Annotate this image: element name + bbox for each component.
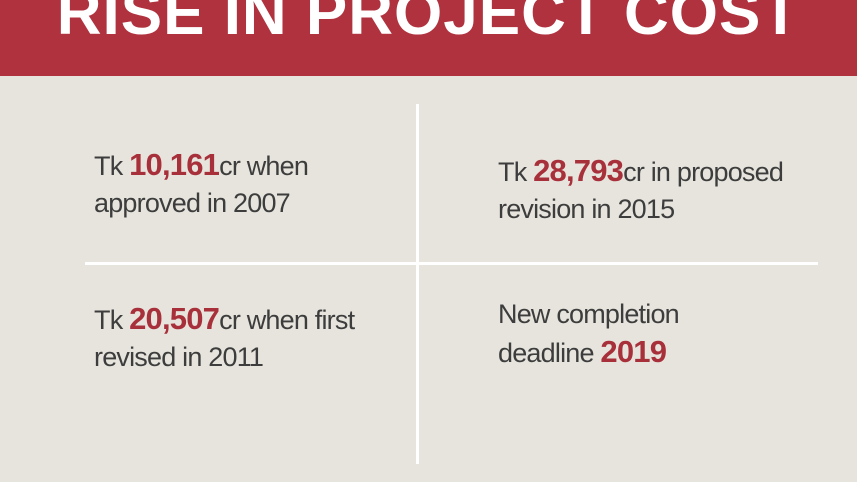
text: Tk xyxy=(94,151,130,181)
cell: Tk 28,793cr in proposed revision in 2015 xyxy=(498,152,784,228)
text: revision in 2015 xyxy=(498,194,675,224)
divider xyxy=(85,262,818,265)
text: revised in 2011 xyxy=(94,342,264,372)
highlight: 20,507 xyxy=(129,301,220,336)
text: approved in 2007 xyxy=(94,188,291,218)
highlight: 10,161 xyxy=(129,147,220,182)
highlight: 2019 xyxy=(600,334,667,369)
text: cr when first xyxy=(219,305,355,335)
text-line: revised in 2011 xyxy=(94,339,354,376)
header: RISE IN PROJECT COST xyxy=(0,0,857,76)
text-line: Tk 28,793cr in proposed xyxy=(498,152,784,191)
text: deadline xyxy=(498,338,601,368)
title: RISE IN PROJECT COST xyxy=(56,0,801,48)
text-line: New completion xyxy=(498,296,680,333)
text-line: approved in 2007 xyxy=(94,185,308,222)
divider xyxy=(416,104,419,464)
highlight: 28,793 xyxy=(533,153,624,188)
text-line: Tk 20,507cr when first xyxy=(94,300,355,339)
text: cr when xyxy=(219,151,309,181)
cell: Tk 20,507cr when first revised in 2011 xyxy=(94,300,355,376)
text: Tk xyxy=(94,305,130,335)
cell: New completion deadline 2019 xyxy=(498,296,680,372)
text-line: revision in 2015 xyxy=(498,191,783,228)
text-line: Tk 10,161cr when xyxy=(94,146,309,185)
text: cr in proposed xyxy=(623,157,784,187)
text: Tk xyxy=(498,157,534,187)
text: New completion xyxy=(498,299,680,329)
text-line: deadline 2019 xyxy=(498,333,679,372)
cell: Tk 10,161cr when approved in 2007 xyxy=(94,146,309,222)
